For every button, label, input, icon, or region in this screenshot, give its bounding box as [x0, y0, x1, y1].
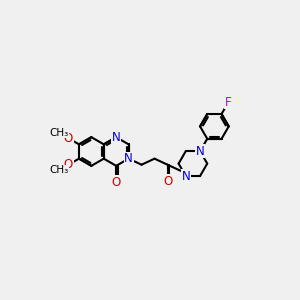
- Text: O: O: [64, 158, 73, 171]
- Text: N: N: [112, 131, 121, 144]
- Text: O: O: [64, 132, 73, 145]
- Text: CH₃: CH₃: [50, 128, 69, 138]
- Text: O: O: [112, 176, 121, 189]
- Text: F: F: [225, 96, 232, 109]
- Text: O: O: [163, 175, 172, 188]
- Text: CH₃: CH₃: [50, 165, 69, 175]
- Text: N: N: [182, 169, 190, 182]
- Text: N: N: [124, 152, 133, 165]
- Text: N: N: [196, 145, 204, 158]
